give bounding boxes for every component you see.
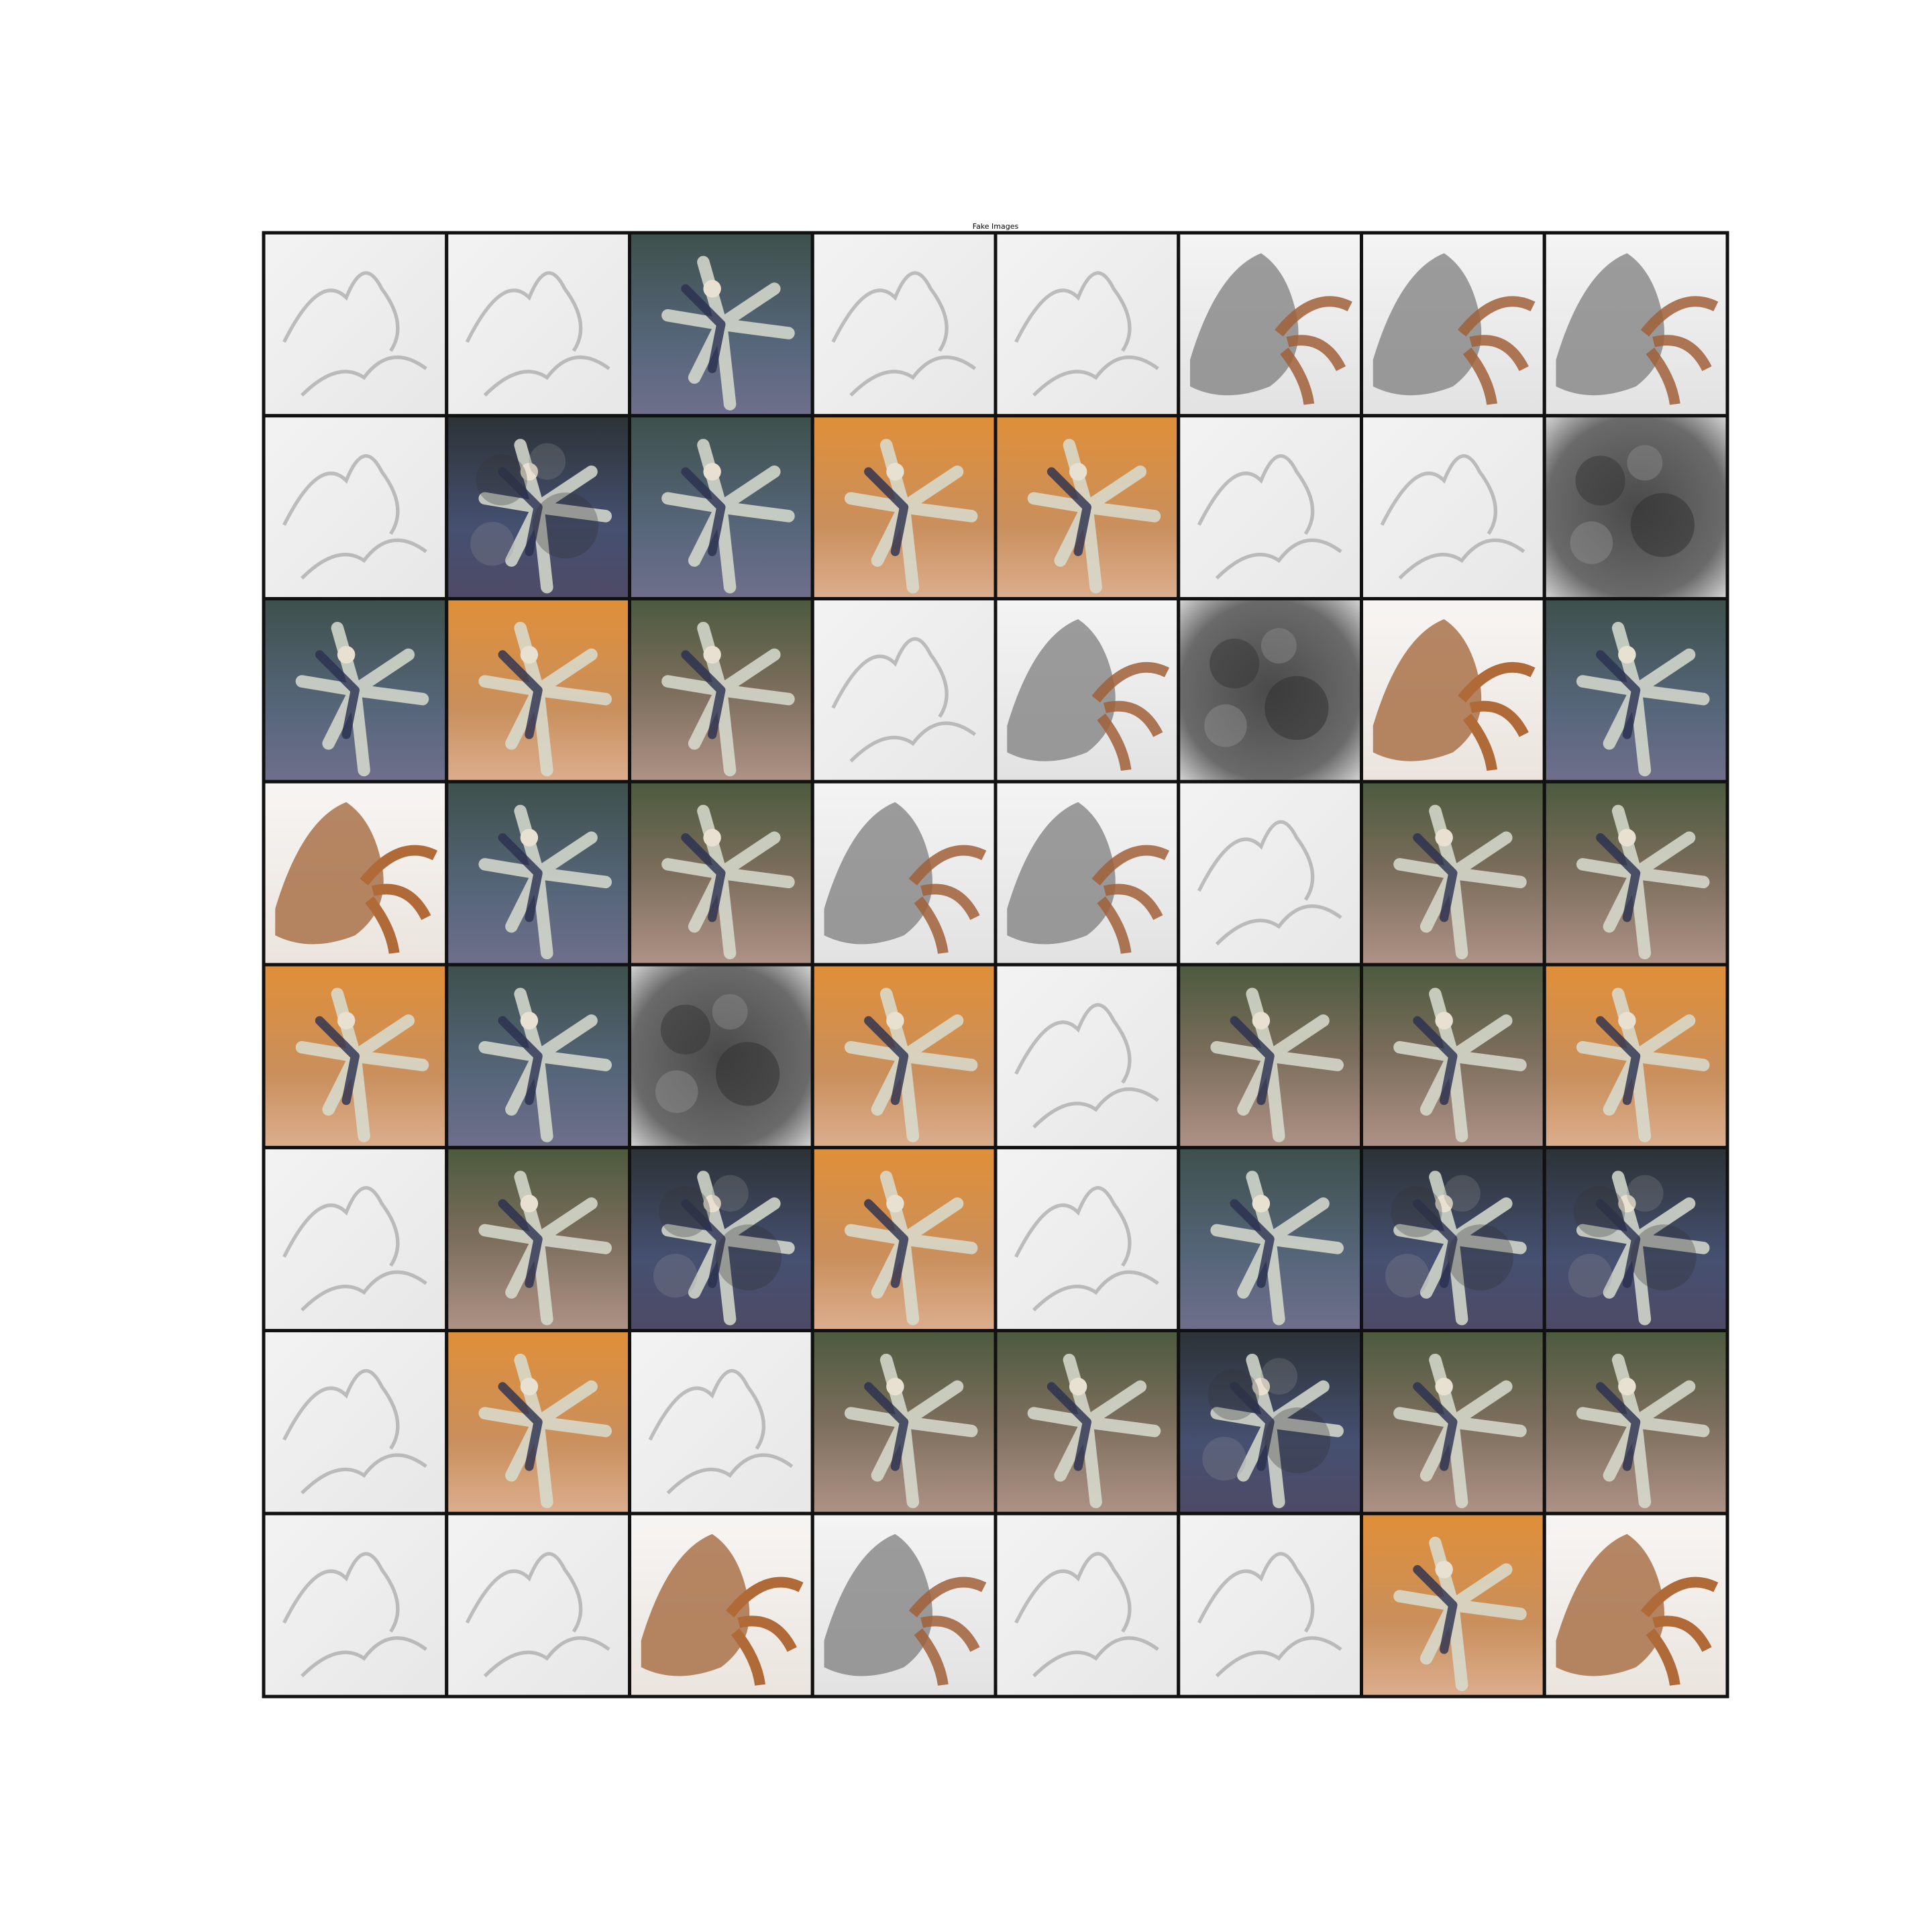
image-tile xyxy=(628,1146,814,1332)
tile-background xyxy=(1178,415,1362,599)
tile-background xyxy=(629,965,813,1148)
image-tile xyxy=(994,231,1181,418)
image-tile xyxy=(994,963,1181,1150)
image-tile xyxy=(810,1146,998,1332)
figure-title: Fake Images xyxy=(973,222,1019,231)
image-tile xyxy=(810,597,998,784)
tile-background xyxy=(264,415,447,599)
image-tile xyxy=(810,1329,998,1515)
image-tile xyxy=(1177,1329,1363,1515)
tile-background xyxy=(629,1330,813,1514)
image-tile xyxy=(445,597,631,784)
image-tile xyxy=(810,780,998,967)
image-tile xyxy=(1542,1146,1729,1332)
tile-background xyxy=(996,1147,1179,1331)
image-tile xyxy=(1177,963,1363,1150)
image-tile xyxy=(1360,414,1546,600)
tile-background xyxy=(446,1513,630,1697)
image-tile xyxy=(810,963,998,1150)
image-tile xyxy=(1542,414,1729,600)
tile-background xyxy=(264,1513,447,1697)
image-tile xyxy=(810,1511,998,1699)
image-tile xyxy=(628,1329,814,1515)
tile-background xyxy=(1361,415,1545,599)
tile-background xyxy=(812,598,996,782)
image-tile xyxy=(1542,1511,1729,1699)
image-tile xyxy=(1360,597,1546,784)
image-tile xyxy=(1177,1511,1363,1699)
image-tile xyxy=(445,1146,631,1332)
tile-background xyxy=(996,965,1179,1148)
image-tile xyxy=(445,963,631,1150)
image-tile xyxy=(1177,597,1363,784)
image-tile xyxy=(1177,414,1363,600)
image-tile xyxy=(994,414,1181,600)
image-tile xyxy=(262,414,449,600)
image-tile xyxy=(628,231,814,418)
image-tile xyxy=(628,1511,814,1699)
image-tile xyxy=(994,1146,1181,1332)
image-tile xyxy=(445,1511,631,1699)
image-tile xyxy=(1542,231,1729,418)
image-tile xyxy=(1542,780,1729,967)
image-tile xyxy=(628,780,814,967)
image-tile xyxy=(262,1329,449,1515)
image-tile xyxy=(1360,1329,1546,1515)
tile-background xyxy=(1544,415,1727,599)
image-tile xyxy=(628,597,814,784)
image-tile xyxy=(1360,1146,1546,1332)
image-tile xyxy=(628,963,814,1150)
image-tile xyxy=(1360,780,1546,967)
tile-background xyxy=(264,233,447,416)
image-tile xyxy=(1177,231,1363,418)
tile-background xyxy=(1178,1513,1362,1697)
tile-background xyxy=(996,1513,1179,1697)
image-tile xyxy=(1360,1511,1546,1699)
image-tile xyxy=(810,231,998,418)
image-tile xyxy=(262,780,449,967)
image-tile xyxy=(1177,780,1363,967)
image-tile xyxy=(1542,1329,1729,1515)
tile-background xyxy=(812,233,996,416)
image-tile xyxy=(1360,231,1546,418)
tile-background xyxy=(1178,598,1362,782)
image-tile xyxy=(994,597,1181,784)
tile-background xyxy=(446,233,630,416)
image-tile xyxy=(445,780,631,967)
tile-background xyxy=(264,1147,447,1331)
image-tile xyxy=(810,414,998,600)
image-tile xyxy=(445,1329,631,1515)
image-tile xyxy=(262,231,449,418)
tile-background xyxy=(1178,782,1362,965)
image-tile xyxy=(994,1511,1181,1699)
image-tile xyxy=(628,414,814,600)
image-tile xyxy=(994,780,1181,967)
tile-background xyxy=(264,1330,447,1514)
image-tile xyxy=(994,1329,1181,1515)
image-tile xyxy=(1177,1146,1363,1332)
image-tile xyxy=(262,597,449,784)
image-tile xyxy=(1542,597,1729,784)
image-tile xyxy=(262,1146,449,1332)
image-tile xyxy=(262,1511,449,1699)
image-tile xyxy=(262,963,449,1150)
image-tile xyxy=(1542,963,1729,1150)
tile-border xyxy=(1542,1511,1729,1699)
image-tile xyxy=(1360,963,1546,1150)
image-grid xyxy=(262,231,1729,1699)
image-tile xyxy=(445,414,631,600)
image-tile xyxy=(445,231,631,418)
tile-background xyxy=(996,233,1179,416)
